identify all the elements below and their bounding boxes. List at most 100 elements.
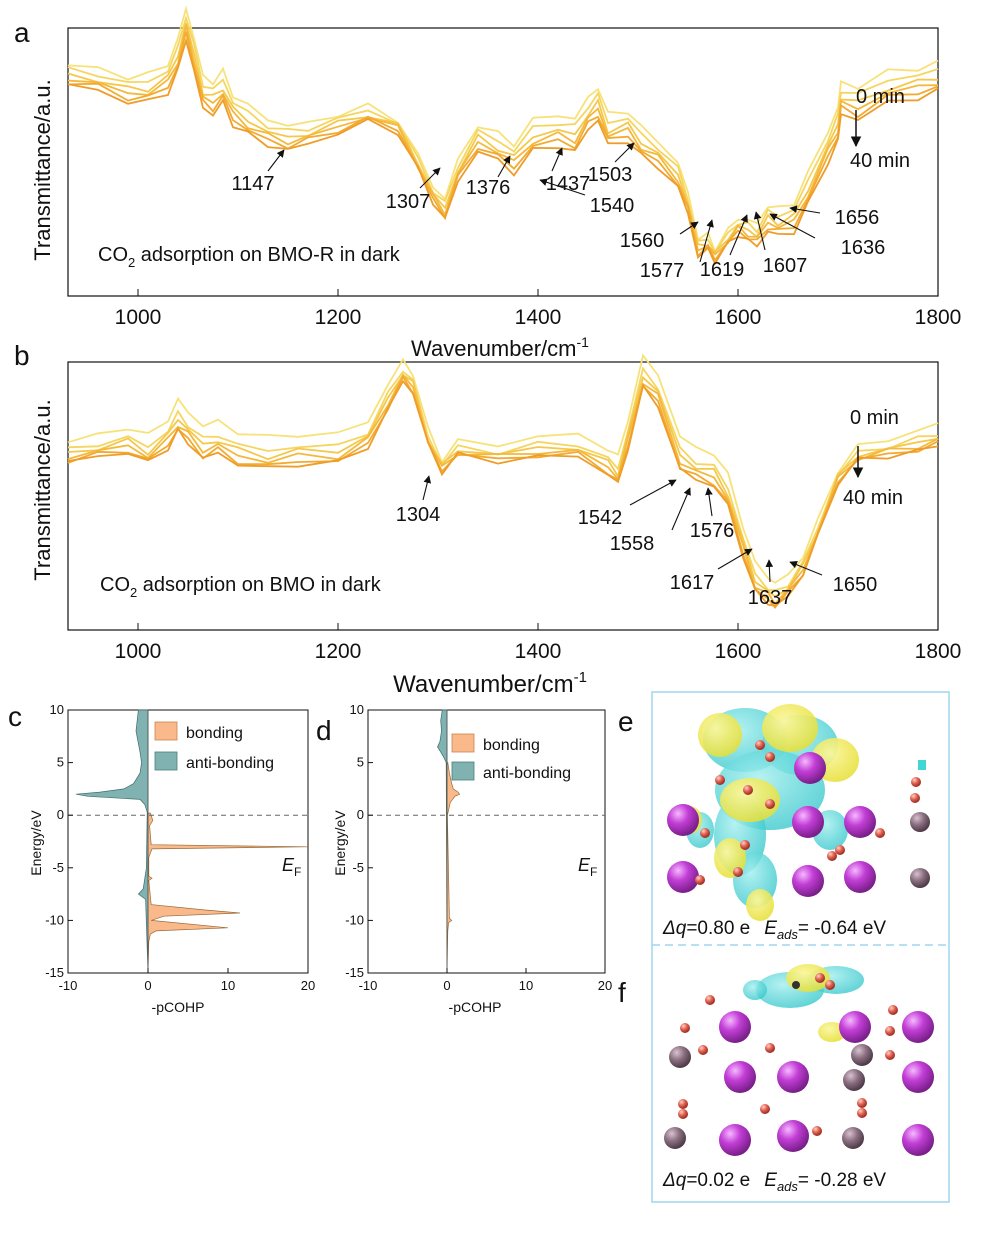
o-atom — [715, 775, 725, 785]
x-tick-label: 1200 — [315, 640, 362, 663]
series-group-a — [67, 5, 939, 266]
y-tick-label: 0 — [57, 807, 64, 822]
o-atom — [695, 875, 705, 885]
peak-arrow — [699, 219, 714, 263]
o-atom — [827, 851, 837, 861]
bonding-area — [446, 762, 461, 974]
x-tick-label: 0 — [443, 978, 450, 993]
o-atom — [765, 799, 775, 809]
ir-series-line — [67, 373, 939, 606]
o-atom — [835, 845, 845, 855]
peak-arrow — [705, 487, 713, 517]
peak-label: 1503 — [588, 164, 633, 186]
charge-density-fragment — [918, 760, 926, 770]
x-axis-label-d: -pCOHP — [449, 999, 502, 1015]
peak-label: 1304 — [396, 504, 441, 526]
x-tick-label: -10 — [59, 978, 78, 993]
ir-series-line — [67, 31, 939, 262]
bi-atom — [719, 1124, 751, 1156]
bi-atom — [667, 804, 699, 836]
plot-frame-c — [67, 709, 309, 974]
peak-arrow — [614, 142, 635, 163]
plot-frame-a — [67, 27, 939, 297]
peak-label: 1542 — [578, 507, 623, 529]
x-tick-label: 1200 — [315, 306, 362, 329]
bonding-area — [147, 812, 309, 974]
plot-frame-b — [67, 361, 939, 631]
peak-label: 1617 — [670, 572, 715, 594]
x-ticks-b: 1000 1200 1400 1600 1800 — [115, 623, 962, 663]
peak-arrow — [422, 475, 432, 501]
y-tick-label: 0 — [357, 807, 364, 822]
fermi-label-c: EF — [282, 855, 301, 879]
mo-atom — [664, 1127, 686, 1149]
panel-ef-frame — [651, 691, 950, 1203]
x-tick-label: -10 — [359, 978, 378, 993]
panel-ef: e f Δq=0.80 e Eads= -0.64 eV Δq=0.02 e Ead… — [618, 691, 950, 1203]
o-atom — [705, 995, 715, 1005]
mo-atom — [842, 1127, 864, 1149]
x-tick-label: 1600 — [715, 640, 762, 663]
o-atom — [765, 1043, 775, 1053]
x-axis-label-b: Wavenumber/cm-1 — [393, 669, 587, 698]
bi-atom — [902, 1124, 934, 1156]
peak-arrow — [789, 561, 823, 576]
o-atom — [857, 1098, 867, 1108]
bi-atom — [902, 1011, 934, 1043]
panel-letter-b: b — [14, 340, 30, 371]
antibonding-area — [437, 709, 448, 974]
o-atom — [910, 793, 920, 803]
o-atom — [815, 973, 825, 983]
o-atom — [812, 1126, 822, 1136]
peak-label: 1637 — [748, 587, 793, 609]
legend-swatch-antibonding-c — [154, 751, 178, 771]
bi-atom — [724, 1061, 756, 1093]
panel-letter-a: a — [14, 17, 30, 48]
o-atom — [911, 777, 921, 787]
structure-e — [667, 704, 930, 921]
o-atom — [680, 1023, 690, 1033]
peak-label: 1619 — [700, 259, 745, 281]
time-start-b: 0 min — [850, 407, 899, 429]
panel-letter-f: f — [618, 977, 626, 1008]
y-tick-label: -15 — [45, 965, 64, 980]
legend-label-bonding-c: bonding — [186, 725, 243, 742]
bi-atom — [777, 1120, 809, 1152]
cohp-plot-c — [68, 709, 309, 974]
panel-letter-e: e — [618, 706, 634, 737]
y-axis-label-b: Transmittance/a.u. — [30, 399, 55, 580]
plot-frame-d — [367, 709, 606, 974]
legend-label-antibonding-d: anti-bonding — [483, 765, 571, 782]
peak-arrow — [629, 479, 677, 506]
peak-arrow — [753, 211, 766, 251]
ir-series-line — [67, 15, 939, 254]
time-start-a: 0 min — [856, 86, 905, 108]
panel-letter-c: c — [8, 701, 22, 732]
x-tick-label: 0 — [144, 978, 151, 993]
y-tick-label: -10 — [45, 912, 64, 927]
o-atom — [743, 785, 753, 795]
y-tick-label: -10 — [345, 912, 364, 927]
ir-series-line — [67, 366, 939, 592]
y-axis-label-a: Transmittance/a.u. — [30, 79, 55, 260]
y-axis-label-c: Energy/eV — [28, 810, 44, 876]
panel-b: b Transmittance/a.u. 1000 1200 1400 1600 180… — [14, 340, 961, 698]
x-tick-label: 1400 — [515, 306, 562, 329]
charge-transfer-f: Δq=0.02 e Eads= -0.28 eV — [662, 1170, 886, 1194]
o-atom — [885, 1026, 895, 1036]
x-axis-label-a: Wavenumber/cm-1 — [411, 334, 589, 361]
mo-atom — [669, 1046, 691, 1068]
o-atom — [875, 828, 885, 838]
peak-label: 1376 — [466, 177, 511, 199]
x-tick-label: 1800 — [915, 640, 962, 663]
bi-atom — [839, 1011, 871, 1043]
peak-label: 1307 — [386, 191, 431, 213]
o-atom — [885, 1050, 895, 1060]
x-ticks-a: 1000 1200 1400 1600 1800 — [115, 289, 961, 329]
bi-atom — [844, 806, 876, 838]
mo-atom — [910, 812, 930, 832]
peak-arrow — [769, 213, 816, 239]
